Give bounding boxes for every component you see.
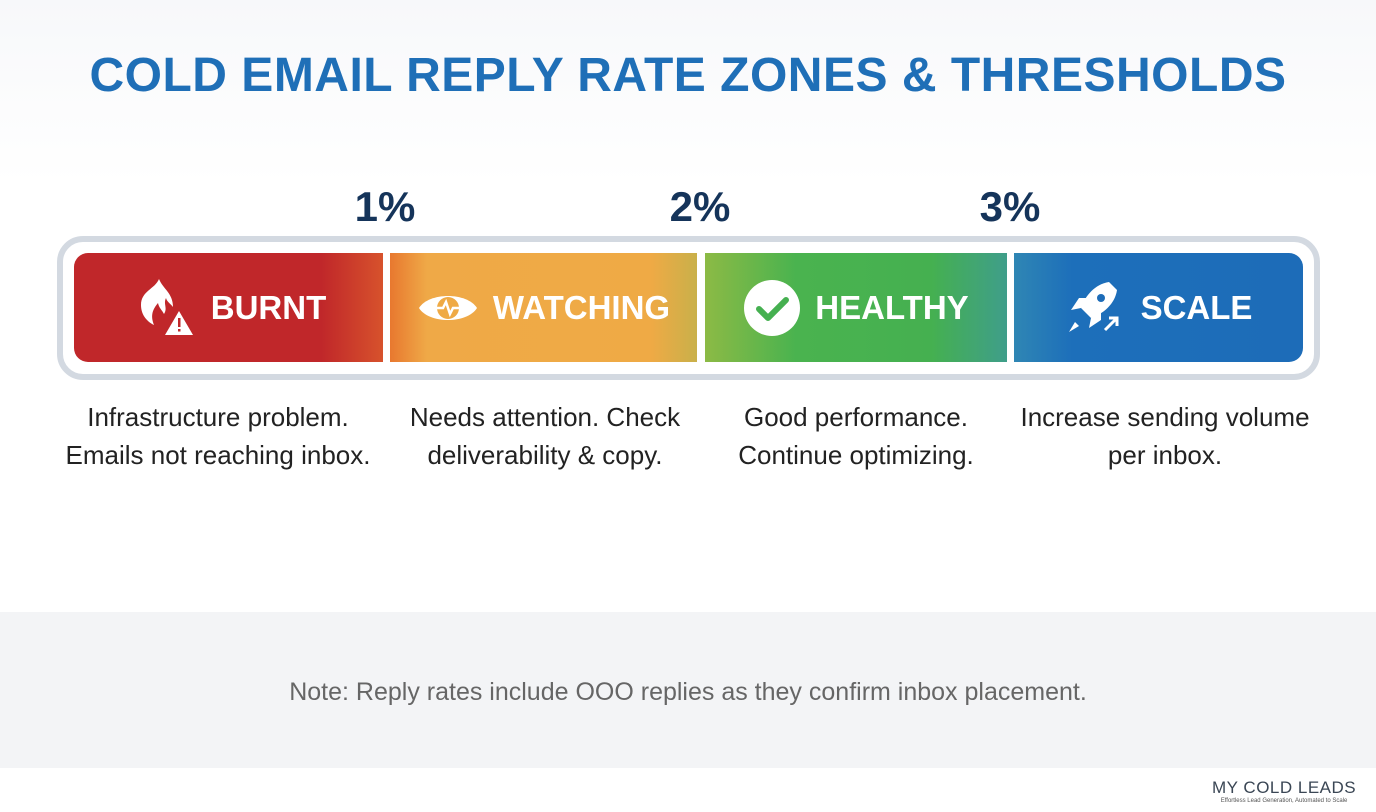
zone-label: WATCHING [492,288,671,326]
threshold-3: 3% [979,183,1041,230]
rocket-icon [1065,278,1127,338]
zone-watching: WATCHING [390,253,697,362]
logo-tagline: Effortless Lead Generation, Automated to… [1220,798,1348,804]
threshold-2: 2% [669,183,731,230]
zone-burnt: BURNT [74,253,383,362]
zone-label: BURNT [210,288,327,326]
page-title: COLD EMAIL REPLY RATE ZONES & THRESHOLDS [89,49,1287,102]
zone-healthy: HEALTHY [705,253,1007,362]
zone-description-healthy: Good performance. Continue optimizing. [738,402,974,470]
zone-description-watching: Needs attention. Check deliverability & … [409,402,681,470]
logo-name: MY COLD LEADS [1212,778,1357,797]
eye-pulse-icon [417,286,479,330]
zone-label: HEALTHY [815,288,969,326]
check-circle-icon [743,279,801,337]
footnote: Note: Reply rates include OOO replies as… [289,678,1087,706]
flame-warning-icon [131,275,197,341]
zone-scale: SCALE [1014,253,1303,362]
zone-description-scale: Increase sending volume per inbox. [1020,402,1310,470]
zone-label: SCALE [1140,288,1253,326]
threshold-1: 1% [354,183,416,230]
logo: MY COLD LEADS Effortless Lead Generation… [1212,778,1356,804]
note-band [0,612,1376,768]
zone-description-burnt: Infrastructure problem. Emails not reach… [65,402,371,470]
